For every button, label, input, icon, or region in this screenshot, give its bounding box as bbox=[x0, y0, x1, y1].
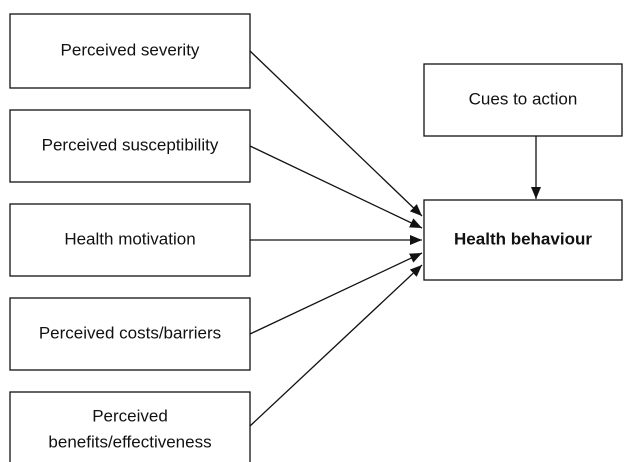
node-box bbox=[9, 297, 251, 371]
arrow bbox=[249, 252, 423, 335]
arrow bbox=[249, 264, 423, 427]
arrow bbox=[249, 145, 423, 229]
node-label: Perceived costs/barriers bbox=[39, 323, 221, 342]
node-box bbox=[423, 199, 623, 281]
arrow bbox=[249, 50, 423, 217]
node-label: Health behaviour bbox=[454, 229, 592, 248]
node-label: Perceived severity bbox=[61, 40, 200, 59]
node-label: Health motivation bbox=[64, 229, 195, 248]
node-box bbox=[9, 109, 251, 183]
node-box bbox=[9, 203, 251, 277]
node-label: Cues to action bbox=[469, 89, 578, 108]
node-label: Perceived bbox=[92, 406, 168, 425]
node-box bbox=[9, 13, 251, 89]
node-box bbox=[423, 63, 623, 137]
node-label: benefits/effectiveness bbox=[48, 432, 211, 451]
node-label: Perceived susceptibility bbox=[42, 135, 219, 154]
node-box bbox=[9, 391, 251, 462]
